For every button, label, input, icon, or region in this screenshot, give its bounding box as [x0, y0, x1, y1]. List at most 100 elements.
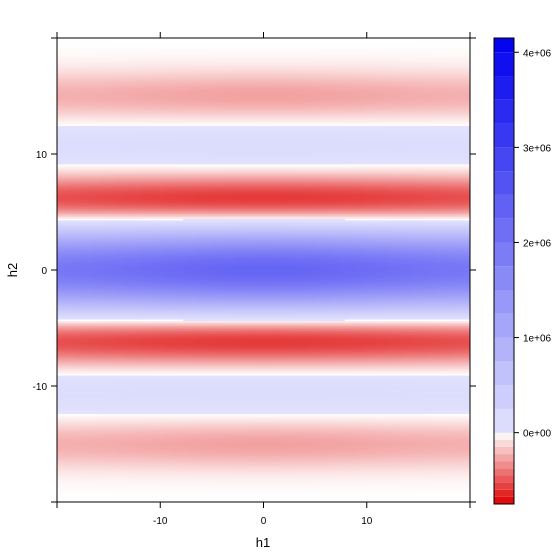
- heatmap-cell: [447, 50, 454, 53]
- heatmap-cell: [63, 39, 70, 42]
- heatmap-cell: [183, 57, 190, 60]
- heatmap-cell: [441, 50, 448, 53]
- heatmap-cell: [321, 55, 328, 58]
- heatmap-cell: [309, 42, 316, 45]
- heatmap-cell: [441, 55, 448, 58]
- heatmap-cell: [231, 46, 238, 49]
- heatmap-cell: [297, 55, 304, 58]
- heatmap-cell: [279, 49, 286, 52]
- heatmap-cell: [105, 49, 112, 52]
- heatmap-cell: [69, 46, 76, 49]
- heatmap-cell: [345, 39, 352, 42]
- heatmap-cell: [279, 57, 286, 60]
- heatmap-cell: [129, 49, 136, 52]
- heatmap-cell: [249, 44, 256, 47]
- heatmap-cell: [441, 57, 448, 60]
- heatmap-cell: [249, 47, 256, 50]
- heatmap-cell: [453, 38, 460, 41]
- heatmap-cell: [213, 41, 220, 44]
- heatmap-cell: [63, 54, 70, 57]
- heatmap-cell: [243, 52, 250, 55]
- heatmap-cell: [135, 57, 142, 60]
- heatmap-cell: [183, 55, 190, 58]
- heatmap-cell: [171, 41, 178, 44]
- heatmap-cell: [255, 41, 262, 44]
- heatmap-cell: [69, 60, 76, 63]
- heatmap-cell: [399, 49, 406, 52]
- heatmap-cell: [315, 60, 322, 63]
- heatmap-cell: [291, 57, 298, 60]
- heatmap-cell: [105, 50, 112, 53]
- heatmap-cell: [351, 57, 358, 60]
- heatmap-cell: [375, 39, 382, 42]
- heatmap-cell: [147, 55, 154, 58]
- heatmap-cell: [135, 55, 142, 58]
- heatmap-cell: [285, 47, 292, 50]
- heatmap-cell: [285, 60, 292, 63]
- heatmap-cell: [345, 44, 352, 47]
- heatmap-cell: [195, 46, 202, 49]
- heatmap-cell: [63, 41, 70, 44]
- heatmap-cell: [63, 50, 70, 53]
- heatmap-cell: [261, 44, 268, 47]
- heatmap-cell: [201, 54, 208, 57]
- heatmap-cell: [237, 60, 244, 63]
- heatmap-cell: [189, 60, 196, 63]
- heatmap-cell: [201, 46, 208, 49]
- heatmap-cell: [165, 52, 172, 55]
- heatmap-cell: [435, 50, 442, 53]
- heatmap-cell: [345, 58, 352, 61]
- heatmap-cell: [225, 52, 232, 55]
- heatmap-cell: [243, 39, 250, 42]
- heatmap-cell: [153, 54, 160, 57]
- heatmap-cell: [369, 49, 376, 52]
- heatmap-cell: [147, 44, 154, 47]
- heatmap-cell: [231, 41, 238, 44]
- heatmap-cell: [93, 58, 100, 61]
- heatmap-cell: [441, 49, 448, 52]
- heatmap-cell: [447, 44, 454, 47]
- heatmap-cell: [351, 52, 358, 55]
- heatmap-cell: [201, 57, 208, 60]
- heatmap-cell: [129, 44, 136, 47]
- heatmap-cell: [57, 58, 64, 61]
- heatmap-cell: [171, 50, 178, 53]
- heatmap-cell: [321, 50, 328, 53]
- heatmap-cell: [195, 41, 202, 44]
- heatmap-cell: [219, 41, 226, 44]
- heatmap-cell: [237, 42, 244, 45]
- heatmap-cell: [177, 58, 184, 61]
- heatmap-cell: [159, 52, 166, 55]
- heatmap-cell: [87, 38, 94, 41]
- heatmap-cell: [261, 47, 268, 50]
- heatmap-cell: [249, 57, 256, 60]
- heatmap-cell: [69, 44, 76, 47]
- heatmap-cell: [123, 55, 130, 58]
- heatmap-cell: [393, 57, 400, 60]
- heatmap-cell: [99, 41, 106, 44]
- heatmap-cell: [141, 57, 148, 60]
- heatmap-cell: [381, 41, 388, 44]
- heatmap-cell: [297, 38, 304, 41]
- heatmap-cell: [231, 49, 238, 52]
- heatmap-cell: [141, 41, 148, 44]
- heatmap-cell: [147, 39, 154, 42]
- heatmap-cell: [369, 54, 376, 57]
- heatmap-cell: [99, 38, 106, 41]
- heatmap-cell: [285, 39, 292, 42]
- heatmap-cell: [315, 41, 322, 44]
- heatmap-cell: [159, 46, 166, 49]
- heatmap-cell: [417, 46, 424, 49]
- heatmap-cell: [225, 46, 232, 49]
- heatmap-cell: [459, 52, 466, 55]
- heatmap-cell: [417, 47, 424, 50]
- heatmap-cell: [303, 57, 310, 60]
- heatmap-cell: [105, 39, 112, 42]
- heatmap-cell: [429, 55, 436, 58]
- heatmap-cell: [129, 54, 136, 57]
- heatmap-cell: [195, 38, 202, 41]
- heatmap-cell: [105, 58, 112, 61]
- heatmap-cell: [279, 50, 286, 53]
- heatmap-cell: [459, 46, 466, 49]
- heatmap-cell: [63, 60, 70, 63]
